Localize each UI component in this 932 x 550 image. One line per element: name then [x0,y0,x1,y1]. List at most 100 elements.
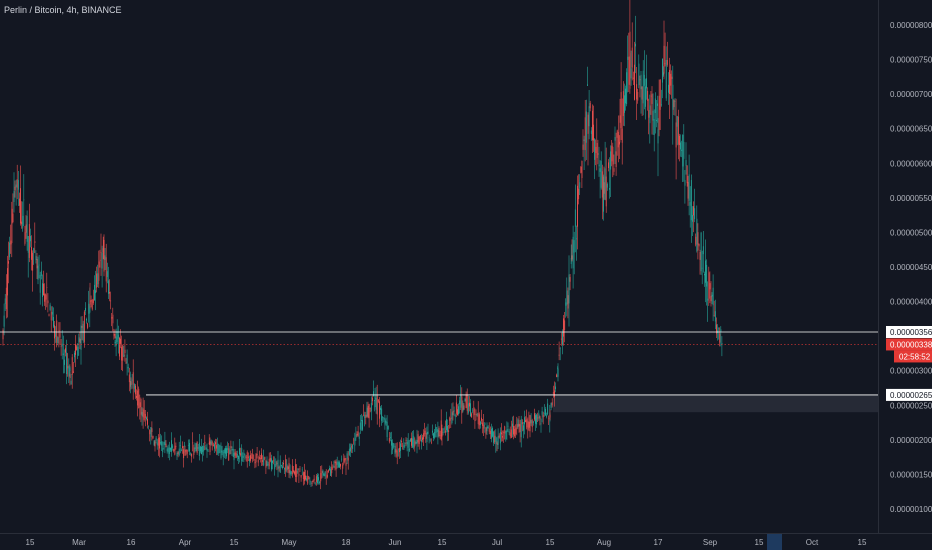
candle-body [395,449,397,453]
candle-body [130,381,131,387]
candle-body [590,130,592,134]
candle-body [400,443,401,451]
candle-body [573,240,575,253]
candle-body [31,246,32,260]
candle-body [344,457,346,461]
candle-body [486,426,488,432]
candle-body [433,433,434,438]
candle-body [702,246,704,255]
candle-body [298,474,300,476]
candle-body [532,421,534,423]
candle-body [472,410,474,412]
candle-body [109,292,110,294]
candle-body [60,346,62,347]
candle-body [92,299,94,303]
candle-body [393,443,395,448]
candle-body [641,86,643,100]
candle-body [404,442,406,444]
candle-body [551,402,553,406]
candle-body [173,448,175,451]
candle-body [234,451,236,456]
candle-body [564,320,566,331]
x-tick-label: Oct [806,538,819,547]
candle-body [447,426,448,432]
candle-body [4,298,6,305]
candle-body [489,430,491,435]
candle-body [99,259,101,261]
candle-body [194,447,196,449]
candle-body [571,255,573,260]
candle-body [374,395,376,400]
candle-body [598,164,600,167]
candle-body [71,357,73,375]
candle-body [475,414,477,415]
candle-body [505,430,507,439]
candle-body [593,124,594,141]
candle-body [536,414,538,425]
candle-body [64,359,65,365]
candle-body [690,180,692,221]
candle-body [48,314,50,316]
candle-body [454,414,456,417]
candle-body [562,332,563,345]
candle-body [262,460,264,462]
candle-body [236,453,238,458]
candle-body [120,338,121,344]
candle-body [240,453,242,456]
candle-body [267,464,269,466]
candle-body [364,414,366,419]
candle-body [265,460,267,468]
candle-body [424,430,426,435]
candle-body [108,280,109,294]
candle-body [519,424,521,432]
candle-body [672,84,674,110]
price-axis-separator [878,0,879,533]
candle-body [461,396,463,414]
candle-body [368,404,370,419]
candle-body [36,258,38,269]
candle-body [658,95,660,130]
candle-body [163,441,165,445]
candle-body [252,453,254,459]
y-tick-label: 0.00000750 [890,56,932,65]
candle-body [560,338,562,340]
candle-body [9,242,11,258]
candle-body [201,447,202,455]
candle-body [334,461,336,464]
candle-body [123,354,125,357]
candle-body [69,372,71,378]
candle-body [50,311,52,321]
candle-body [603,182,605,194]
candle-body [294,471,295,474]
candle-body [95,290,96,294]
candle-body [503,432,505,434]
candle-body [582,144,584,150]
candle-body [261,453,262,460]
candle-body [335,461,337,470]
candle-body [399,447,400,453]
candle-body [128,374,130,383]
candle-body [679,135,680,146]
time-axis-separator [0,533,932,534]
candle-body [585,111,587,143]
candle-body [676,116,678,127]
candle-body [477,412,479,425]
candle-body [183,449,185,459]
candle-body [157,437,159,446]
candle-body [251,457,253,459]
candle-body [125,362,127,364]
candle-body [211,441,213,446]
candle-body [665,59,667,99]
candle-body [256,453,258,456]
x-tick-label: Mar [72,538,86,547]
candle-body [629,53,631,69]
candle-body [209,441,211,453]
candle-body [140,398,142,415]
y-tick-label: 0.00000800 [890,21,932,30]
candle-body [450,417,452,419]
candle-body [396,450,398,457]
candle-body [215,442,216,445]
candle-body [589,102,591,109]
candle-body [439,435,441,437]
